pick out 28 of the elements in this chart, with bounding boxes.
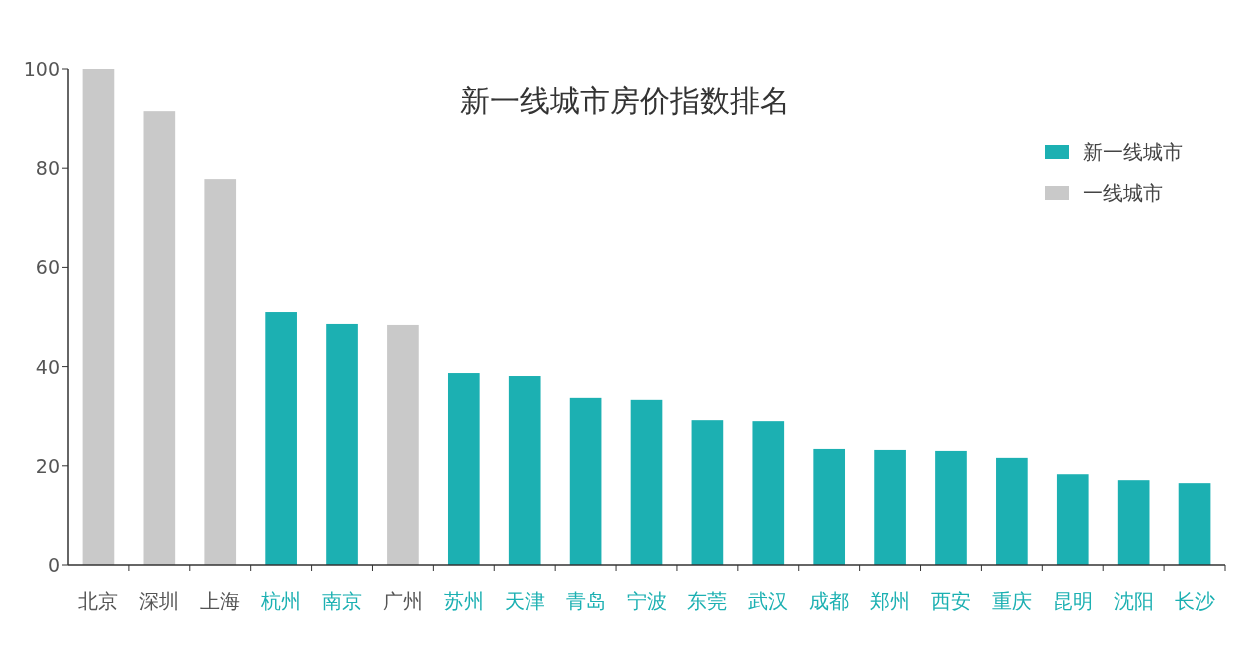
x-tick-label: 昆明 — [1052, 589, 1093, 613]
text: 新一线城市房价指数排名 — [460, 83, 790, 118]
y-tick-label: 60 — [35, 256, 60, 279]
x-tick-label: 广州 — [382, 589, 423, 613]
x-tick-label: 东莞 — [687, 589, 728, 613]
x-tick-label: 武汉 — [748, 589, 789, 613]
x-tick-label: 重庆 — [991, 589, 1032, 613]
y-tick-label: 20 — [35, 454, 60, 477]
x-tick-label: 上海 — [200, 589, 241, 613]
x-tick-label: 北京 — [78, 589, 119, 613]
legend-label: 新一线城市 — [1083, 140, 1183, 164]
x-tick-label: 杭州 — [260, 589, 302, 613]
x-tick-label: 宁波 — [626, 589, 667, 613]
x-tick-label: 沈阳 — [1113, 589, 1154, 613]
y-tick-label: 80 — [35, 157, 60, 180]
y-tick-label: 100 — [23, 58, 60, 80]
y-tick-label: 0 — [47, 554, 60, 576]
x-tick-label: 青岛 — [565, 589, 606, 613]
legend-label: 一线城市 — [1083, 181, 1163, 205]
y-tick-label: 40 — [35, 355, 60, 378]
x-tick-label: 深圳 — [139, 589, 180, 613]
x-tick-label: 天津 — [504, 589, 545, 613]
x-tick-label: 郑州 — [870, 589, 911, 613]
x-tick-label: 南京 — [322, 589, 363, 613]
x-tick-label: 长沙 — [1174, 589, 1215, 613]
x-tick-label: 苏州 — [443, 589, 484, 613]
x-tick-label: 成都 — [809, 589, 850, 613]
x-tick-label: 西安 — [930, 589, 971, 613]
